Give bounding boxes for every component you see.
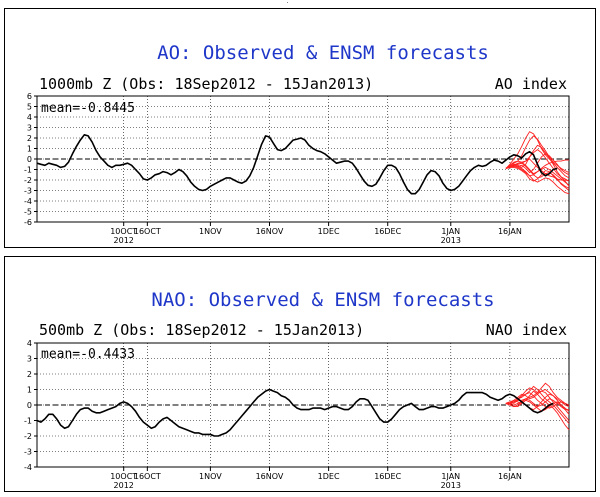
nao-forecast-member-9 [505, 399, 570, 415]
ao-forecast-member-7 [505, 149, 570, 182]
nao-forecast-member-3 [505, 388, 570, 412]
nao-observed-line [36, 388, 554, 437]
ao-x-tick-year: 2013 [441, 236, 461, 245]
ao-x-tick-label: 16NOV [256, 227, 284, 236]
nao-x-tick-year: 2012 [114, 481, 134, 490]
ao-x-tick-label: 16OCT [134, 227, 161, 236]
nao-x-tick-label: 16DEC [374, 472, 401, 481]
ao-x-tick-label: 16DEC [374, 227, 401, 236]
stray-dot [287, 2, 288, 3]
ao-x-tick-label: 1DEC [318, 227, 340, 236]
ao-y-tick-label: -1 [24, 166, 32, 175]
nao-x-tick-label: 1NOV [199, 472, 222, 481]
ao-y-tick-label: 2 [27, 134, 32, 143]
ao-y-tick-label: 3 [27, 124, 32, 133]
nao-y-tick-label: 4 [27, 339, 32, 348]
nao-chart-title: NAO: Observed & ENSM forecasts [151, 289, 494, 311]
nao-chart-subtitle: 500mb Z (Obs: 18Sep2012 - 15Jan2013) [39, 321, 364, 339]
nao-y-tick-label: 3 [27, 355, 32, 364]
ao-y-tick-label: 5 [27, 103, 32, 112]
ao-y-tick-label: -2 [24, 176, 32, 185]
nao-y-tick-label: 1 [27, 386, 32, 395]
nao-y-tick-label: -2 [24, 432, 32, 441]
ao-chart-panel: AO: Observed & ENSM forecasts 1000mb Z (… [4, 8, 596, 248]
ao-y-tick-label: 4 [27, 113, 32, 122]
nao-y-tick-label: -1 [24, 417, 32, 426]
nao-y-tick-label: 2 [27, 370, 32, 379]
nao-x-tick-year: 2013 [441, 481, 461, 490]
nao-y-tick-label: 0 [27, 401, 32, 410]
ao-x-tick-label: 10OCT [110, 227, 137, 236]
ao-y-tick-label: -6 [24, 218, 32, 227]
ao-y-tick-label: -4 [24, 197, 32, 206]
nao-index-label: NAO index [486, 321, 567, 339]
ao-chart-svg: AO: Observed & ENSM forecasts 1000mb Z (… [24, 42, 570, 245]
nao-x-tick-label: 1JAN [441, 472, 460, 481]
nao-y-tick-label: -3 [24, 448, 32, 457]
ao-chart-title: AO: Observed & ENSM forecasts [157, 42, 489, 64]
nao-x-tick-label: 16NOV [256, 472, 284, 481]
nao-x-tick-label: 1DEC [318, 472, 340, 481]
nao-x-tick-label: 10OCT [110, 472, 137, 481]
ao-y-tick-label: 1 [27, 145, 32, 154]
ao-forecast-member-11 [505, 162, 570, 191]
ao-y-tick-label: 0 [27, 155, 32, 164]
nao-x-tick-label: 16OCT [134, 472, 161, 481]
ao-index-label: AO index [495, 75, 567, 93]
ao-x-tick-year: 2012 [114, 236, 134, 245]
ao-x-tick-label: 16JAN [498, 227, 522, 236]
ao-mean-label: mean=-0.8445 [41, 101, 135, 116]
ao-y-tick-label: -3 [24, 187, 32, 196]
nao-mean-label: mean=-0.4433 [41, 347, 135, 362]
ao-y-tick-label: -5 [24, 208, 32, 217]
nao-x-tick-label: 16JAN [498, 472, 522, 481]
ao-observed-line [36, 134, 558, 195]
ao-x-tick-label: 1JAN [441, 227, 460, 236]
ao-chart-subtitle: 1000mb Z (Obs: 18Sep2012 - 15Jan2013) [39, 75, 373, 93]
nao-y-tick-label: -4 [24, 463, 32, 472]
nao-chart-panel: NAO: Observed & ENSM forecasts 500mb Z (… [4, 256, 596, 492]
ao-forecast-member-5 [505, 165, 570, 186]
nao-forecast-member-6 [505, 393, 570, 411]
nao-chart-svg: NAO: Observed & ENSM forecasts 500mb Z (… [24, 289, 570, 490]
ao-x-tick-label: 1NOV [199, 227, 222, 236]
ao-y-tick-label: 6 [27, 92, 32, 101]
